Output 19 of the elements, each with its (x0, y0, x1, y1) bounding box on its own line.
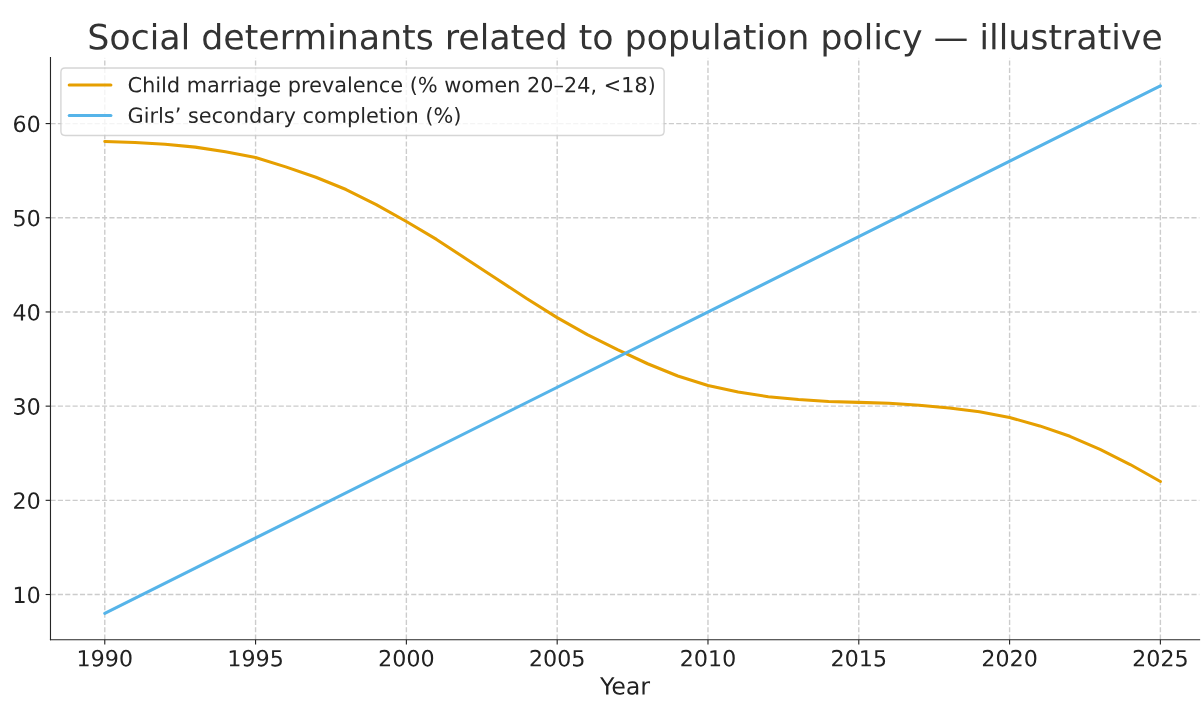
x-axis-title: Year (599, 677, 651, 695)
x-tick-label: 2015 (832, 649, 886, 667)
y-tick-label: 20 (14, 492, 40, 510)
x-tick-label: 2010 (681, 649, 735, 667)
y-tick-label: 30 (14, 398, 40, 415)
x-tick-label: 2005 (530, 649, 584, 667)
line-series (103, 139, 1162, 484)
chart-title: Social determinants related to population policy — illustrative (89, 22, 1161, 57)
x-tick-label: 2020 (982, 649, 1037, 667)
y-tick-label: 10 (14, 586, 40, 604)
legend-label: Girls’ secondary completion (%) (128, 106, 460, 128)
x-tick-label: 2000 (379, 649, 434, 667)
x-tick-label: 2025 (1133, 649, 1187, 667)
y-tick-label: 60 (14, 115, 40, 133)
legend-label: Child marriage prevalence (% women 20–24, <18) (128, 76, 654, 97)
y-tick-label: 40 (13, 303, 40, 321)
x-tick-label: 1990 (78, 649, 132, 667)
y-tick-label: 50 (14, 209, 40, 227)
x-tick-label: 1995 (229, 649, 282, 667)
